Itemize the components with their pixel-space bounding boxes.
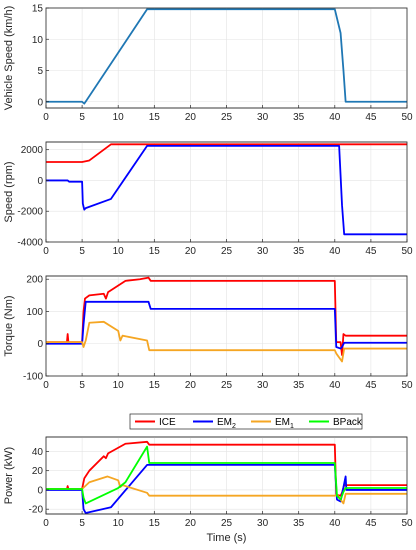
x-tick-label: 40: [329, 380, 341, 391]
legend-label: EM2: [217, 417, 236, 430]
y-axis-label: Vehicle Speed (km/h): [3, 6, 15, 111]
x-tick-label: 0: [43, 246, 49, 257]
x-axis-label: Time (s): [207, 532, 247, 544]
x-tick-label: 10: [113, 518, 125, 529]
x-tick-label: 15: [149, 112, 161, 123]
x-tick-label: 15: [149, 380, 161, 391]
y-tick-label: 200: [26, 275, 43, 286]
series-line-EM2: [46, 464, 407, 514]
legend-label-text: ICE: [159, 417, 176, 428]
y-axis-label: Speed (rpm): [3, 161, 15, 222]
x-tick-label: 45: [365, 246, 377, 257]
x-tick-label: 20: [185, 246, 197, 257]
series-line-1: [46, 143, 407, 163]
legend-label: EM1: [275, 417, 294, 430]
y-tick-label: -2000: [17, 207, 43, 218]
legend-box: [129, 413, 363, 430]
x-tick-label: 50: [401, 380, 413, 391]
x-tick-label: 5: [79, 380, 85, 391]
x-tick-label: 25: [221, 246, 233, 257]
x-tick-label: 35: [293, 112, 305, 123]
y-tick-label: 0: [37, 176, 43, 187]
y-tick-label: 0: [37, 339, 43, 350]
y-tick-label: 15: [32, 4, 44, 15]
x-tick-label: 0: [43, 380, 49, 391]
legend-label-subscript: 1: [290, 423, 294, 430]
series-line-1: [46, 8, 407, 105]
x-tick-label: 40: [329, 246, 341, 257]
x-tick-label: 5: [79, 518, 85, 529]
x-tick-label: 10: [113, 380, 125, 391]
x-tick-label: 35: [293, 246, 305, 257]
x-tick-label: 15: [149, 518, 161, 529]
x-tick-label: 50: [401, 246, 413, 257]
subplot-2: 0 5 10 15 20 25 30 35 40 45 50 -4000 -2000 0 2000 Speed…: [3, 141, 413, 257]
x-tick-label: 20: [185, 112, 197, 123]
legend-label-text: EM: [217, 417, 232, 428]
x-tick-label: 30: [257, 380, 269, 391]
y-tick-label: 100: [26, 307, 43, 318]
y-tick-label: -4000: [17, 238, 43, 249]
x-tick-label: 50: [401, 518, 413, 529]
subplot-4: 0 5 10 15 20 25 30 35 40 45 50 -20 0 20 40 Power (kW) Ti…: [3, 436, 413, 544]
y-tick-label: 10: [32, 35, 44, 46]
y-tick-label: -100: [23, 372, 43, 383]
series-line-BPack: [46, 445, 407, 505]
series-line-2: [46, 144, 407, 236]
x-tick-label: 20: [185, 380, 197, 391]
x-tick-label: 10: [113, 112, 125, 123]
legend-label: BPack: [333, 417, 363, 428]
x-tick-label: 10: [113, 246, 125, 257]
x-tick-label: 0: [43, 518, 49, 529]
x-tick-label: 40: [329, 518, 341, 529]
x-tick-label: 30: [257, 518, 269, 529]
x-tick-label: 40: [329, 112, 341, 123]
x-tick-label: 25: [221, 380, 233, 391]
x-tick-label: 20: [185, 518, 197, 529]
x-tick-label: 45: [365, 112, 377, 123]
legend: ICE EM2 EM1 BPack: [129, 413, 363, 430]
y-axis-label: Power (kW): [3, 447, 15, 504]
legend-label-subscript: 2: [232, 423, 236, 430]
series-line-EM1: [46, 475, 407, 505]
subplot-1: 0 5 10 15 20 25 30 35 40 45 50 0 5 10 15 Vehicle Speed …: [3, 4, 413, 124]
x-tick-label: 30: [257, 112, 269, 123]
x-tick-label: 45: [365, 518, 377, 529]
series-line-3: [46, 320, 407, 363]
x-tick-label: 30: [257, 246, 269, 257]
y-tick-label: 5: [37, 66, 43, 77]
x-tick-label: 25: [221, 518, 233, 529]
x-tick-label: 5: [79, 112, 85, 123]
x-tick-label: 5: [79, 246, 85, 257]
x-tick-label: 15: [149, 246, 161, 257]
x-tick-label: 25: [221, 112, 233, 123]
y-tick-label: 2000: [21, 145, 44, 156]
series-line-2: [46, 300, 407, 350]
x-tick-label: 0: [43, 112, 49, 123]
y-tick-label: 20: [32, 466, 44, 477]
y-axis-label: Torque (Nm): [3, 295, 15, 356]
legend-label-text: EM: [275, 417, 290, 428]
x-tick-label: 35: [293, 518, 305, 529]
y-tick-label: 40: [32, 447, 44, 458]
y-tick-label: 0: [37, 485, 43, 496]
x-tick-label: 50: [401, 112, 413, 123]
x-tick-label: 45: [365, 380, 377, 391]
x-tick-label: 35: [293, 380, 305, 391]
y-tick-label: -20: [29, 505, 44, 516]
y-tick-label: 0: [37, 97, 43, 108]
legend-label-text: BPack: [333, 417, 363, 428]
legend-label: ICE: [159, 417, 176, 428]
